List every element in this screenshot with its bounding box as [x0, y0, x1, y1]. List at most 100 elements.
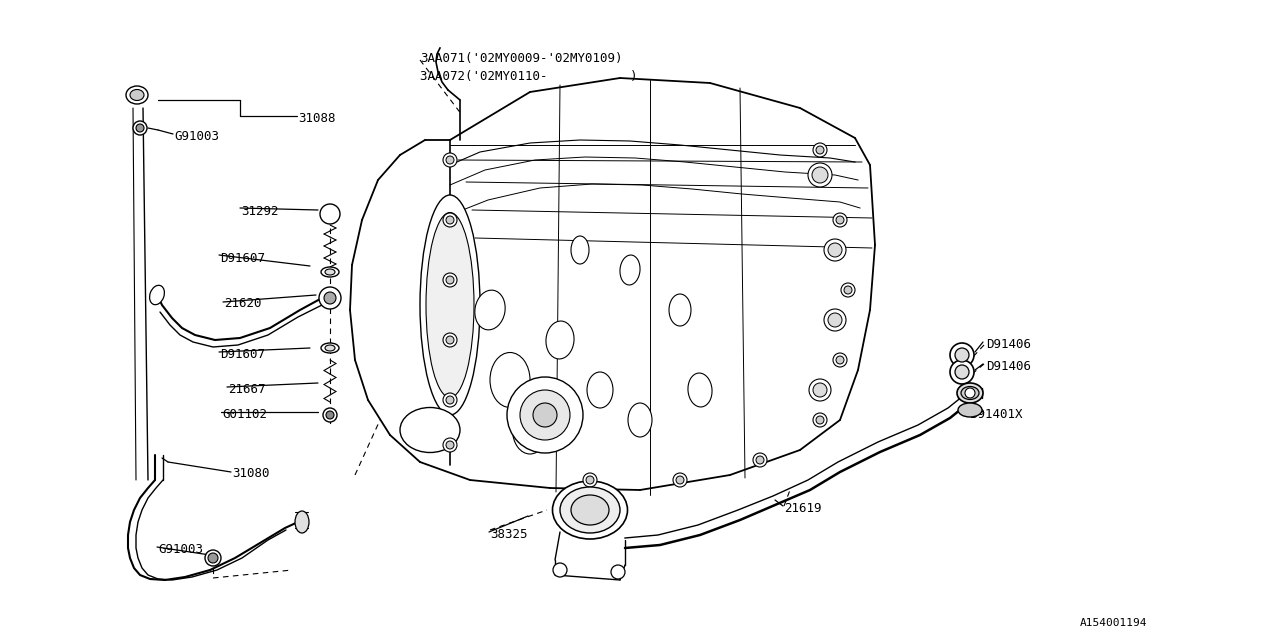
Circle shape [756, 456, 764, 464]
Circle shape [445, 336, 454, 344]
Text: 3AA072('02MY0110-           ): 3AA072('02MY0110- ) [420, 70, 637, 83]
Ellipse shape [490, 353, 530, 408]
Text: D91406: D91406 [986, 360, 1030, 373]
Circle shape [507, 377, 582, 453]
Text: A154001194: A154001194 [1080, 618, 1147, 628]
Ellipse shape [561, 487, 620, 533]
Ellipse shape [687, 373, 712, 407]
Ellipse shape [588, 372, 613, 408]
Circle shape [445, 441, 454, 449]
Ellipse shape [321, 267, 339, 277]
Circle shape [207, 553, 218, 563]
Circle shape [445, 276, 454, 284]
Ellipse shape [628, 403, 652, 437]
Circle shape [582, 473, 596, 487]
Circle shape [813, 143, 827, 157]
Circle shape [965, 388, 975, 398]
Text: D91607: D91607 [220, 252, 265, 265]
Circle shape [836, 216, 844, 224]
Ellipse shape [294, 511, 308, 533]
Circle shape [817, 416, 824, 424]
Text: 21620: 21620 [224, 297, 261, 310]
Ellipse shape [475, 290, 506, 330]
Circle shape [955, 348, 969, 362]
Text: 3AA071('02MY0009-'02MY0109): 3AA071('02MY0009-'02MY0109) [420, 52, 622, 65]
Circle shape [833, 353, 847, 367]
Text: 21667: 21667 [228, 383, 265, 396]
Text: 31292: 31292 [241, 205, 279, 218]
Circle shape [319, 287, 340, 309]
Ellipse shape [131, 90, 143, 100]
Circle shape [205, 550, 221, 566]
Circle shape [323, 408, 337, 422]
Text: G91003: G91003 [157, 543, 204, 556]
Circle shape [824, 239, 846, 261]
Circle shape [586, 476, 594, 484]
Circle shape [955, 365, 969, 379]
Text: D91607: D91607 [220, 348, 265, 361]
Ellipse shape [399, 408, 460, 452]
Circle shape [443, 213, 457, 227]
Text: G01102: G01102 [221, 408, 268, 421]
Circle shape [443, 393, 457, 407]
Circle shape [808, 163, 832, 187]
Circle shape [445, 396, 454, 404]
Ellipse shape [961, 387, 979, 399]
Circle shape [824, 309, 846, 331]
Circle shape [833, 213, 847, 227]
Text: G91003: G91003 [174, 130, 219, 143]
Ellipse shape [512, 406, 548, 454]
Circle shape [841, 283, 855, 297]
Ellipse shape [426, 212, 474, 397]
Circle shape [445, 216, 454, 224]
Circle shape [809, 379, 831, 401]
Circle shape [445, 156, 454, 164]
Circle shape [813, 383, 827, 397]
Circle shape [553, 563, 567, 577]
Text: 31088: 31088 [298, 112, 335, 125]
Circle shape [133, 121, 147, 135]
Circle shape [817, 146, 824, 154]
Text: D91406: D91406 [986, 338, 1030, 351]
Circle shape [812, 167, 828, 183]
Ellipse shape [547, 321, 573, 359]
Circle shape [673, 473, 687, 487]
Circle shape [320, 204, 340, 224]
Circle shape [950, 343, 974, 367]
Ellipse shape [620, 255, 640, 285]
Circle shape [520, 390, 570, 440]
Circle shape [753, 453, 767, 467]
Circle shape [136, 124, 143, 132]
Text: 31080: 31080 [232, 467, 270, 480]
Circle shape [813, 413, 827, 427]
Ellipse shape [150, 285, 164, 305]
Circle shape [676, 476, 684, 484]
Circle shape [324, 292, 335, 304]
Ellipse shape [957, 403, 982, 417]
Circle shape [443, 438, 457, 452]
Text: B91401X: B91401X [970, 408, 1023, 421]
Ellipse shape [125, 86, 148, 104]
Circle shape [828, 243, 842, 257]
Circle shape [443, 333, 457, 347]
Text: 38325: 38325 [490, 528, 527, 541]
Text: 21619: 21619 [783, 502, 822, 515]
Ellipse shape [553, 481, 627, 539]
Circle shape [532, 403, 557, 427]
Ellipse shape [957, 383, 983, 403]
Circle shape [844, 286, 852, 294]
Circle shape [326, 411, 334, 419]
Circle shape [836, 356, 844, 364]
Ellipse shape [325, 269, 335, 275]
Ellipse shape [571, 236, 589, 264]
Ellipse shape [325, 345, 335, 351]
Ellipse shape [420, 195, 480, 415]
Circle shape [611, 565, 625, 579]
Circle shape [443, 153, 457, 167]
Circle shape [443, 273, 457, 287]
Ellipse shape [669, 294, 691, 326]
Ellipse shape [321, 343, 339, 353]
Circle shape [828, 313, 842, 327]
Circle shape [950, 360, 974, 384]
Ellipse shape [571, 495, 609, 525]
